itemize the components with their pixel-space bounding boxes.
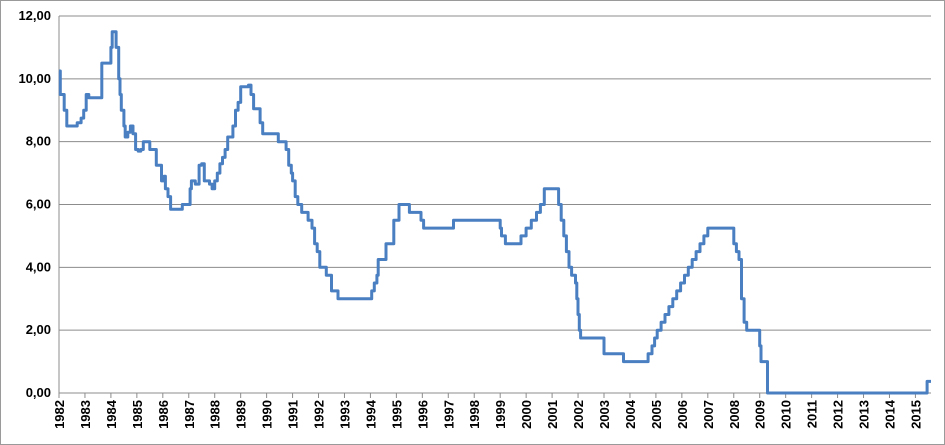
x-tick-label: 2011 (805, 400, 820, 428)
x-tick-label: 2002 (571, 400, 586, 429)
x-tick-label: 1997 (441, 400, 456, 429)
x-tick-label: 1996 (415, 400, 430, 429)
y-tick-label: 8,00 (26, 134, 51, 149)
x-tick-label: 1984 (104, 399, 119, 429)
x-tick-label: 1988 (208, 400, 223, 429)
x-tick-labels: 1982 1983 1984 1985 1986 1987 1988 1989 1990 1991… (52, 399, 923, 429)
x-tick-label: 1995 (389, 400, 404, 429)
x-tick-label: 1991 (286, 400, 301, 429)
x-tick-label: 1998 (467, 400, 482, 429)
x-tick-label: 1983 (78, 400, 93, 429)
x-tick-label: 2013 (857, 400, 872, 429)
x-tick-label: 2001 (545, 400, 560, 429)
x-tick-label: 1985 (130, 400, 145, 429)
x-tick-label: 1992 (312, 400, 327, 429)
y-tick-label: 10,00 (18, 71, 51, 86)
x-tick-label: 2010 (779, 400, 794, 429)
x-tick-label: 1987 (182, 400, 197, 429)
x-tick-label: 2005 (649, 400, 664, 429)
x-tick-label: 2006 (675, 400, 690, 429)
series-layer (58, 30, 931, 395)
y-tick-label: 0,00 (26, 385, 51, 400)
x-tick-label: 2004 (623, 399, 638, 429)
x-tick-label: 1986 (156, 400, 171, 429)
x-tick-label: 2015 (908, 400, 923, 429)
x-tick-label: 1982 (52, 400, 67, 429)
x-tick-label: 2007 (701, 400, 716, 429)
axes (58, 16, 916, 398)
y-tick-label: 4,00 (26, 259, 51, 274)
x-tick-label: 2009 (753, 400, 768, 429)
x-tick-label: 1994 (363, 399, 378, 429)
x-tick-label: 2008 (727, 400, 742, 429)
y-tick-label: 12,00 (18, 8, 51, 23)
x-tick-label: 1999 (493, 400, 508, 429)
x-tick-label: 2003 (597, 400, 612, 429)
x-tick-label: 1990 (260, 400, 275, 429)
y-tick-labels: 0,00 2,00 4,00 6,00 8,00 10,00 12,00 (18, 8, 51, 400)
y-tick-label: 6,00 (26, 197, 51, 212)
x-tick-label: 1989 (234, 400, 249, 429)
x-tick-label: 2000 (519, 400, 534, 429)
gridlines (59, 15, 931, 394)
series-line (58, 30, 931, 395)
x-tick-label: 1993 (337, 400, 352, 429)
x-tick-label: 2014 (882, 399, 897, 429)
x-tick-label: 2012 (831, 400, 846, 429)
y-tick-label: 2,00 (26, 322, 51, 337)
